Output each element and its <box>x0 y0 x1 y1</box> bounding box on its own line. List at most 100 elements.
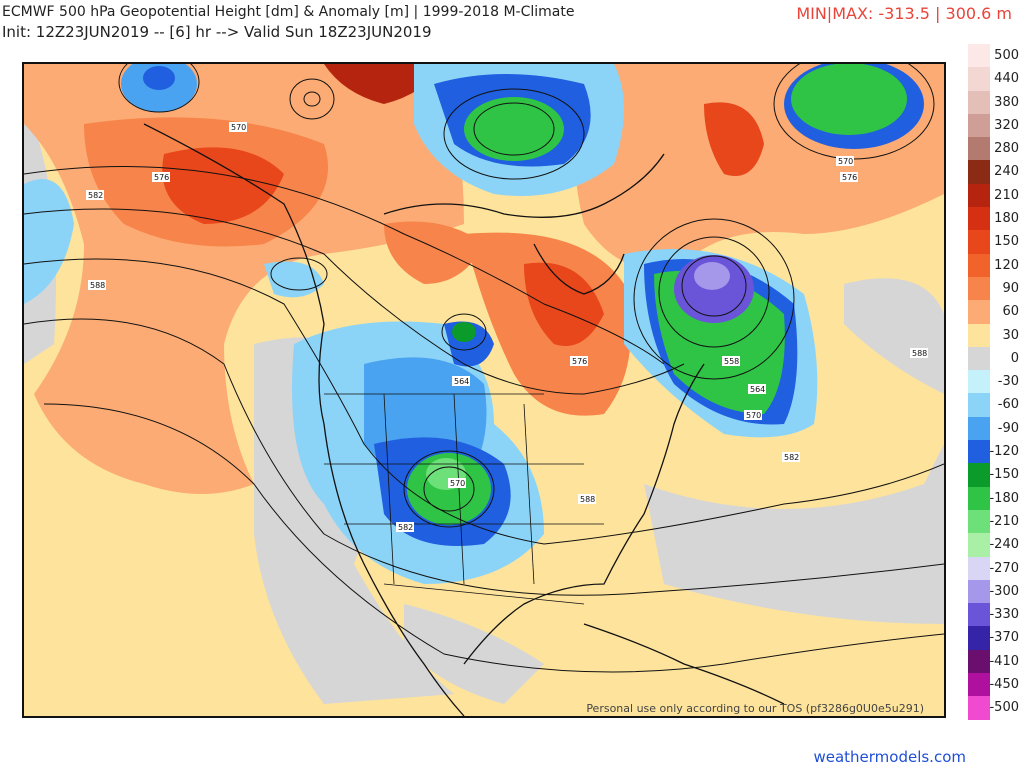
legend-label: -180 <box>989 490 1019 506</box>
legend-row: -410 <box>968 649 1024 674</box>
contour-label: 564 <box>454 377 469 386</box>
anomaly-map: 570 576 582 588 564 558 570 576 564 570 … <box>22 62 946 718</box>
contour-beaufort-low-inner <box>303 91 321 107</box>
chart-title: ECMWF 500 hPa Geopotential Height [dm] &… <box>2 4 575 20</box>
legend-row: -150 <box>968 463 1024 487</box>
legend-swatch <box>968 509 990 534</box>
legend-swatch <box>968 207 990 231</box>
contour-label: 570 <box>838 157 853 166</box>
legend-row: 280 <box>968 137 1024 161</box>
legend-swatch <box>968 626 990 650</box>
legend-label: -330 <box>989 607 1019 623</box>
border-state-1 <box>383 393 395 585</box>
label-box <box>782 452 800 462</box>
legend-swatch <box>968 486 990 510</box>
legend-row: 60 <box>968 300 1024 324</box>
legend-label: 60 <box>1002 304 1019 320</box>
contour-arctic-low <box>443 88 585 180</box>
cold-patch-bc-coast <box>264 261 324 298</box>
hot-core-alaska <box>162 147 284 224</box>
contour-label: 576 <box>572 357 587 366</box>
legend-swatch <box>968 90 990 114</box>
contour-label: 558 <box>724 357 739 366</box>
cold-center-aleutians <box>143 66 175 90</box>
legend-label: 280 <box>994 141 1019 157</box>
deep-core-arctic <box>464 97 564 161</box>
legend-row: -330 <box>968 603 1024 627</box>
legend-label: -90 <box>997 420 1019 436</box>
contour-pnw-low <box>441 313 487 351</box>
border-state-5 <box>523 403 535 585</box>
label-box <box>840 172 858 182</box>
legend-swatch <box>968 673 990 697</box>
legend-row: 30 <box>968 323 1024 347</box>
site-credit: weathermodels.com <box>813 748 966 766</box>
legend-swatch <box>968 230 990 254</box>
contour-northeast-low <box>633 218 795 380</box>
legend-row: 380 <box>968 90 1024 114</box>
border-state-2 <box>453 393 465 585</box>
label-box <box>722 356 740 366</box>
legend-label: 0 <box>1010 350 1019 366</box>
legend-label: 240 <box>994 164 1019 180</box>
legend-row: -120 <box>968 440 1024 464</box>
coast-east <box>463 363 705 665</box>
contour-label-group: 570 576 582 588 564 558 570 576 564 570 … <box>86 122 928 532</box>
legend-label: 440 <box>994 71 1019 87</box>
legend-row: 440 <box>968 67 1024 91</box>
legend-label: 150 <box>994 234 1019 250</box>
legend-row: -60 <box>968 393 1024 417</box>
legend-row: 0 <box>968 346 1024 371</box>
legend-row: 500 <box>968 44 1024 68</box>
legend-row: -90 <box>968 416 1024 441</box>
tos-watermark: Personal use only according to our TOS (… <box>586 702 924 715</box>
contour-label: 582 <box>88 191 103 200</box>
contour-588 <box>24 318 944 596</box>
legend-label: -450 <box>989 677 1019 693</box>
label-box <box>910 348 928 358</box>
legend-swatch <box>968 696 990 720</box>
legend-row: -370 <box>968 626 1024 650</box>
contour-arctic-low-inner <box>473 102 555 156</box>
hot-core-greenland <box>704 102 764 176</box>
legend-swatch <box>968 603 990 627</box>
legend-row: -210 <box>968 509 1024 534</box>
border-us-mexico <box>383 583 585 605</box>
legend-swatch <box>968 276 990 301</box>
legend-label: -270 <box>989 560 1019 576</box>
legend-label: -410 <box>989 653 1019 669</box>
legend-swatch <box>968 183 990 208</box>
coastlines <box>143 123 785 716</box>
label-box <box>578 494 596 504</box>
label-box <box>452 376 470 386</box>
legend-row: -500 <box>968 696 1024 720</box>
legend-swatch <box>968 556 990 580</box>
label-box <box>836 156 854 166</box>
warm-region-hudson-west <box>384 221 484 284</box>
legend-label: 120 <box>994 257 1019 273</box>
legend-label: -210 <box>989 513 1019 529</box>
legend-row: 240 <box>968 160 1024 184</box>
legend-swatch <box>968 137 990 161</box>
legend-row: -30 <box>968 370 1024 394</box>
legend-row: 210 <box>968 183 1024 208</box>
legend-label: 210 <box>994 187 1019 203</box>
gray-zone-gulf <box>404 604 544 704</box>
contour-label: 582 <box>784 453 799 462</box>
legend-label: -30 <box>997 374 1019 390</box>
contour-label: 570 <box>450 479 465 488</box>
legend-row: -240 <box>968 533 1024 557</box>
contour-aleutian-low <box>118 64 200 113</box>
legend-row: -180 <box>968 486 1024 510</box>
legend-row: -300 <box>968 579 1024 604</box>
contour-plains-low-inner <box>423 466 475 512</box>
legend-swatch <box>968 346 990 371</box>
contour-label: 570 <box>746 411 761 420</box>
label-box <box>152 172 170 182</box>
contour-plains-low <box>403 450 495 528</box>
contour-label: 576 <box>154 173 169 182</box>
legend-label: -300 <box>989 583 1019 599</box>
legend-swatch <box>968 649 990 674</box>
contour-label: 576 <box>842 173 857 182</box>
legend-swatch <box>968 416 990 441</box>
